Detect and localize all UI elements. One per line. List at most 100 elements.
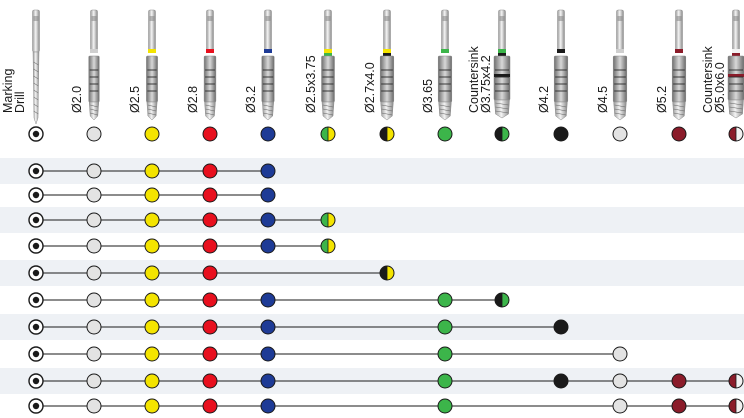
- column-label-d2-5: Ø2.5: [128, 86, 142, 113]
- row-bands: [0, 158, 744, 394]
- header-markers: [28, 126, 744, 142]
- drill-image-d2-0: [88, 9, 100, 121]
- step-marker-d2-5: [144, 163, 160, 179]
- column-label-marking-drill-2: Drill: [13, 91, 27, 113]
- header-marker-d2-5: [144, 126, 160, 142]
- step-marker-d3-65: [437, 292, 453, 308]
- sequence-row: [28, 212, 336, 228]
- header-marker-d2-5x3-75: [320, 126, 336, 142]
- step-marker-d3-65: [437, 346, 453, 362]
- step-marker-d3-2: [260, 346, 276, 362]
- header-marker-marking-drill: [28, 126, 44, 142]
- step-marker-d2-8: [202, 163, 218, 179]
- step-marker-marking-drill: [28, 373, 44, 389]
- column-label-d2-5x3-75: Ø2.5x3.75: [304, 55, 318, 113]
- step-marker-marking-drill: [28, 346, 44, 362]
- step-marker-d2-5: [144, 187, 160, 203]
- step-marker-marking-drill: [28, 319, 44, 335]
- step-marker-d2-0: [86, 265, 102, 281]
- drill-image-marking-drill: [32, 9, 40, 125]
- column-label-d5-2: Ø5.2: [655, 86, 669, 113]
- step-marker-d3-2: [260, 319, 276, 335]
- step-marker-d2-0: [86, 163, 102, 179]
- step-marker-d2-0: [86, 292, 102, 308]
- step-marker-d2-5: [144, 398, 160, 414]
- step-marker-countersink-d5-0x6-0: [728, 373, 744, 389]
- column-label-countersink-d5-0x6-0-2: Ø5.0x6.0: [713, 62, 727, 113]
- header-marker-d4-2: [553, 126, 569, 142]
- step-marker-d2-5: [144, 212, 160, 228]
- column-label-marking-drill-1: Marking: [1, 68, 15, 113]
- column-label-d2-0: Ø2.0: [70, 86, 84, 113]
- step-marker-d2-8: [202, 346, 218, 362]
- step-marker-marking-drill: [28, 238, 44, 254]
- step-marker-marking-drill: [28, 187, 44, 203]
- step-marker-marking-drill: [28, 292, 44, 308]
- step-marker-d2-0: [86, 398, 102, 414]
- drill-image-d2-7x4-0: [379, 9, 395, 121]
- step-marker-countersink-d5-0x6-0: [728, 398, 744, 414]
- step-marker-countersink-d3-75x4-2: [494, 292, 510, 308]
- step-marker-d2-8: [202, 292, 218, 308]
- step-marker-d5-2: [671, 373, 687, 389]
- step-marker-d3-65: [437, 373, 453, 389]
- step-marker-d2-8: [202, 398, 218, 414]
- step-marker-d4-5: [612, 346, 628, 362]
- step-marker-d5-2: [671, 398, 687, 414]
- column-label-d4-2: Ø4.2: [537, 86, 551, 113]
- step-marker-d2-8: [202, 238, 218, 254]
- header-marker-d4-5: [612, 126, 628, 142]
- column-label-countersink-d3-75x4-2-1: Countersink: [467, 46, 481, 113]
- step-marker-d2-8: [202, 187, 218, 203]
- header-marker-d2-8: [202, 126, 218, 142]
- step-marker-d2-0: [86, 238, 102, 254]
- header-marker-d3-2: [260, 126, 276, 142]
- step-marker-d2-8: [202, 265, 218, 281]
- step-marker-d2-5: [144, 346, 160, 362]
- drill-image-countersink-d5-0x6-0: [727, 9, 744, 119]
- step-marker-d2-0: [86, 319, 102, 335]
- drill-image-d4-2: [553, 9, 569, 121]
- step-marker-d2-8: [202, 212, 218, 228]
- step-marker-marking-drill: [28, 212, 44, 228]
- step-marker-d4-5: [612, 373, 628, 389]
- step-marker-d3-2: [260, 398, 276, 414]
- sequence-row: [28, 346, 628, 362]
- header-marker-d2-0: [86, 126, 102, 142]
- step-marker-d4-5: [612, 398, 628, 414]
- step-marker-d2-0: [86, 212, 102, 228]
- header-marker-countersink-d3-75x4-2: [494, 126, 510, 142]
- step-marker-d3-2: [260, 163, 276, 179]
- step-marker-d2-8: [202, 319, 218, 335]
- sequence-row: [28, 292, 510, 308]
- header-marker-d2-7x4-0: [379, 126, 395, 142]
- sequence-row: [28, 319, 569, 335]
- sequence-row: [28, 238, 336, 254]
- sequence-row: [28, 373, 744, 389]
- step-marker-d2-5: [144, 292, 160, 308]
- step-marker-d2-5: [144, 238, 160, 254]
- drill-image-d5-2: [671, 9, 687, 121]
- drill-icons: [32, 9, 744, 125]
- step-marker-d3-2: [260, 187, 276, 203]
- step-marker-d2-5x3-75: [320, 212, 336, 228]
- drill-image-d2-5x3-75: [321, 9, 335, 121]
- step-marker-d2-0: [86, 373, 102, 389]
- step-marker-d2-5: [144, 319, 160, 335]
- step-marker-d3-65: [437, 398, 453, 414]
- step-marker-marking-drill: [28, 265, 44, 281]
- column-label-d3-2: Ø3.2: [244, 86, 258, 113]
- step-marker-d3-65: [437, 319, 453, 335]
- step-marker-d3-2: [260, 212, 276, 228]
- step-marker-d2-5: [144, 265, 160, 281]
- step-marker-d2-5: [144, 373, 160, 389]
- step-marker-marking-drill: [28, 398, 44, 414]
- sequence-row: [28, 265, 395, 281]
- drill-image-d2-8: [203, 9, 217, 121]
- step-marker-d2-5x3-75: [320, 238, 336, 254]
- drill-image-d3-2: [261, 9, 275, 121]
- column-label-countersink-d5-0x6-0-1: Countersink: [701, 46, 715, 113]
